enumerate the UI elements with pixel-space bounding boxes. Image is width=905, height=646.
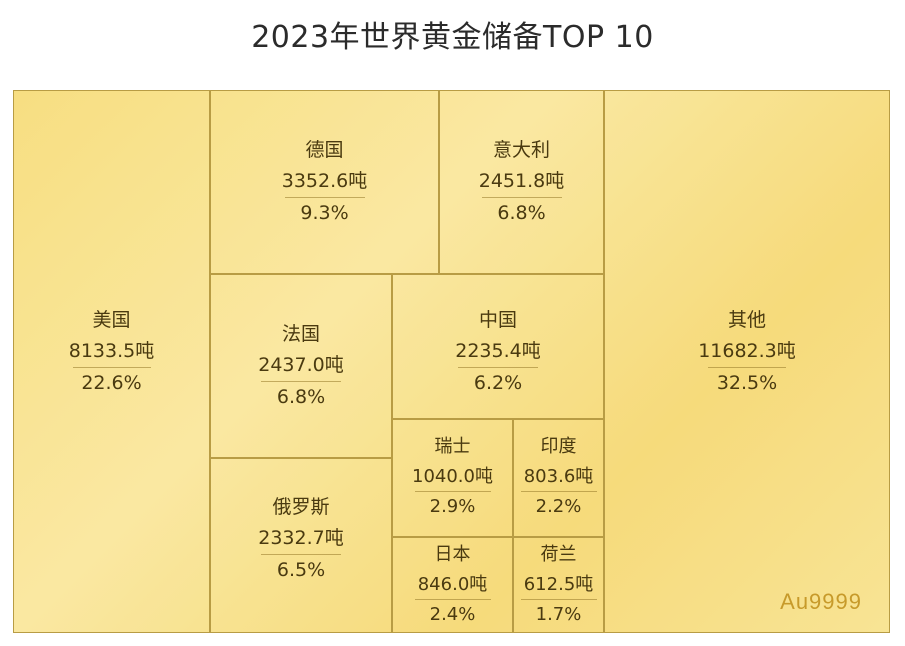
tile-value-label: 2437.0吨 [258,353,344,376]
tile-percent-label: 6.5% [276,558,326,581]
tile-name-label: 法国 [281,323,320,345]
tile-percent-label: 2.9% [429,496,476,518]
tile-value-label: 1040.0吨 [412,465,493,487]
tile-label: 印度 803.6吨 2.2% [514,436,603,518]
tile-value-label: 11682.3吨 [698,339,796,362]
tile-percent-label: 6.2% [473,371,523,394]
tile-divider [708,366,786,368]
treemap-tile: 瑞士 1040.0吨 2.9% [392,419,513,537]
tile-label: 其他 11682.3吨 32.5% [605,309,889,394]
treemap-tile: 俄罗斯 2332.7吨 6.5% [210,458,392,633]
tile-label: 俄罗斯 2332.7吨 6.5% [211,496,391,581]
tile-percent-label: 22.6% [81,371,142,394]
tile-name-label: 印度 [540,436,577,457]
treemap-tile: 法国 2437.0吨 6.8% [210,274,392,458]
tile-percent-label: 2.4% [429,604,476,626]
tile-label: 美国 8133.5吨 22.6% [14,309,209,394]
tile-value-label: 2235.4吨 [455,339,541,362]
tile-value-label: 803.6吨 [523,465,594,487]
tile-divider [520,599,597,601]
tile-value-label: 3352.6吨 [281,169,368,192]
tile-label: 瑞士 1040.0吨 2.9% [393,436,512,518]
treemap-tile: 意大利 2451.8吨 6.8% [439,90,604,274]
tile-divider [458,366,538,368]
tile-divider [261,380,341,382]
treemap-tile: 中国 2235.4吨 6.2% [392,274,604,419]
tile-percent-label: 9.3% [300,201,349,224]
tile-percent-label: 1.7% [535,604,582,626]
treemap-tile: 美国 8133.5吨 22.6% [13,90,210,633]
tile-divider [414,599,491,601]
treemap-tile: 荷兰 612.5吨 1.7% [513,537,604,633]
tile-label: 德国 3352.6吨 9.3% [211,139,438,224]
treemap-tile: 日本 846.0吨 2.4% [392,537,513,633]
tile-divider [261,553,341,555]
tile-name-label: 瑞士 [434,436,471,457]
treemap-tile: 其他 11682.3吨 32.5% [604,90,890,633]
tile-percent-label: 32.5% [716,371,778,394]
tile-percent-label: 6.8% [276,385,326,408]
tile-name-label: 德国 [305,139,344,161]
treemap-chart: 美国 8133.5吨 22.6% 德国 3352.6吨 9.3% 意大利 2451.8吨 6.8… [13,90,890,633]
chart-title: 2023年世界黄金储备TOP 10 [251,20,654,55]
tile-divider [481,196,562,198]
treemap-tile: 印度 803.6吨 2.2% [513,419,604,537]
tile-value-label: 846.0吨 [417,573,488,595]
tile-label: 法国 2437.0吨 6.8% [211,323,391,408]
tile-divider [72,366,151,368]
tile-divider [414,491,491,493]
tile-label: 荷兰 612.5吨 1.7% [514,544,603,626]
tile-label: 中国 2235.4吨 6.2% [393,309,603,394]
tile-value-label: 8133.5吨 [68,339,155,362]
tile-divider [520,491,597,493]
tile-label: 意大利 2451.8吨 6.8% [440,139,603,224]
tile-name-label: 俄罗斯 [272,496,330,518]
watermark-text: Au9999 [780,589,862,614]
tile-value-label: 2451.8吨 [478,169,565,192]
tile-divider [284,196,365,198]
tile-name-label: 意大利 [492,139,550,161]
tile-name-label: 其他 [727,309,766,331]
tile-label: 日本 846.0吨 2.4% [393,544,512,626]
tile-value-label: 2332.7吨 [258,526,344,549]
tile-percent-label: 6.8% [497,201,546,224]
treemap-tile: 德国 3352.6吨 9.3% [210,90,439,274]
tile-name-label: 荷兰 [540,544,577,565]
tile-name-label: 美国 [92,309,131,331]
tile-name-label: 日本 [434,544,471,565]
tile-percent-label: 2.2% [535,496,582,518]
tile-value-label: 612.5吨 [523,573,594,595]
tile-name-label: 中国 [478,309,517,331]
